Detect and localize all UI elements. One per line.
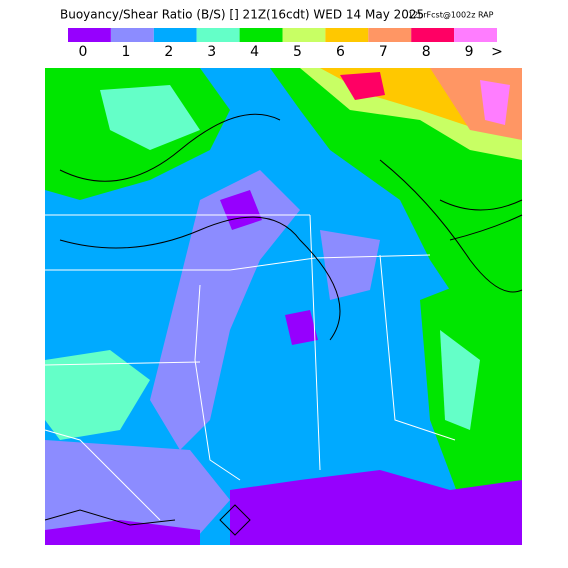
legend-swatch [411, 28, 455, 42]
legend-label: 4 [250, 44, 259, 60]
legend-more: > [491, 44, 503, 60]
legend: 0 1 2 3 4 5 6 7 8 9 > [68, 28, 503, 60]
legend-label: 9 [465, 44, 474, 60]
legend-label: 7 [379, 44, 388, 60]
legend-swatch [454, 28, 497, 42]
title: Buoyancy/Shear Ratio (B/S) [] 21Z(16cdt)… [60, 8, 424, 22]
legend-label: 8 [422, 44, 431, 60]
legend-swatch [68, 28, 111, 42]
legend-swatch [282, 28, 326, 42]
legend-label: 2 [164, 44, 173, 60]
legend-swatch [110, 28, 154, 42]
legend-label: 3 [207, 44, 216, 60]
legend-swatch [368, 28, 412, 42]
run-info: 12hrFcst@1002z RAP [408, 11, 494, 20]
legend-label: 0 [79, 44, 88, 60]
legend-label: 6 [336, 44, 345, 60]
legend-swatch [196, 28, 240, 42]
legend-swatch [153, 28, 197, 42]
legend-label: 1 [121, 44, 130, 60]
legend-swatch [239, 28, 283, 42]
map [44, 68, 523, 545]
legend-swatch [325, 28, 369, 42]
legend-label: 5 [293, 44, 302, 60]
